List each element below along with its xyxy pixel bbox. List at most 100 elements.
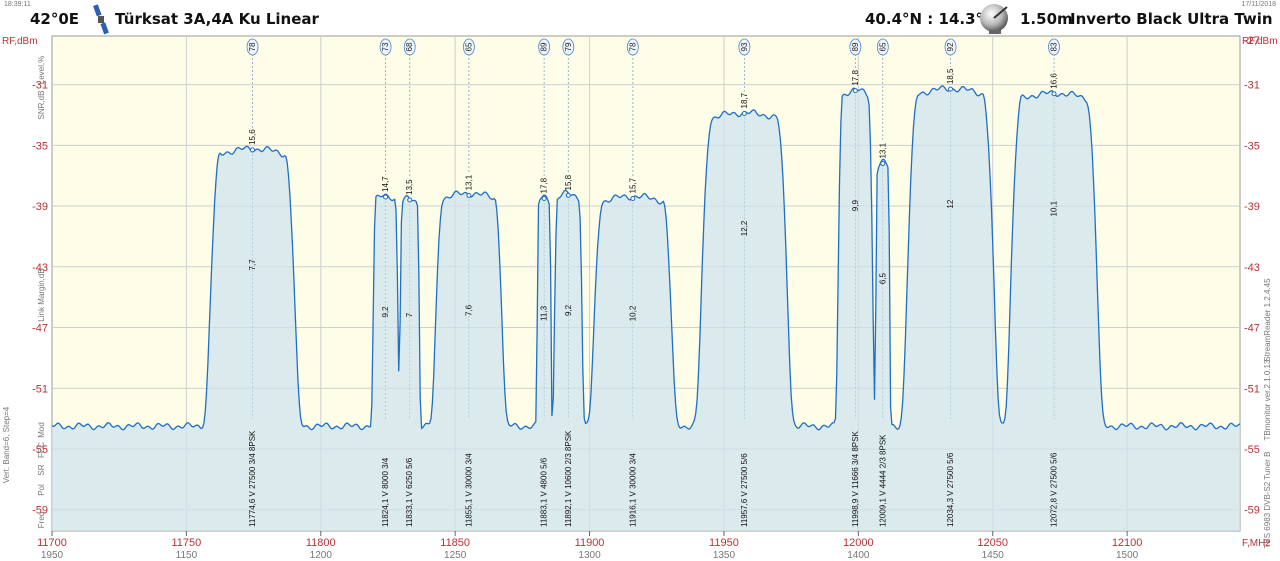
transponder-info: 11957,6 V 27500 5/6 — [740, 453, 749, 527]
snr-value: 13,5 — [405, 179, 414, 195]
transponder-info: 11916,1 V 30000 3/4 — [628, 453, 637, 527]
level-value: 68 — [405, 42, 414, 51]
level-value: 78 — [248, 42, 257, 51]
peak-marker — [852, 88, 858, 94]
lnb-model: Inverto Black Ultra Twin — [1070, 10, 1273, 28]
y-tick-label: -31 — [32, 80, 48, 92]
left-axis-label: Vert. Band=6, Step=4 — [2, 406, 11, 483]
peak-marker — [630, 195, 636, 201]
snr-value: 18,5 — [946, 68, 955, 84]
level-badge — [1048, 38, 1060, 56]
peak-marker — [250, 147, 256, 153]
y-tick-label-right: -47 — [1244, 323, 1260, 335]
level-badge — [876, 38, 889, 56]
level-value: 89 — [851, 42, 860, 51]
left-axis-label: SR — [37, 464, 46, 475]
snr-value: 17,8 — [540, 177, 549, 193]
right-axis-label: TBS 6983 DVB-S2 Tuner B — [1263, 452, 1272, 549]
if-tick-label: 1350 — [713, 550, 736, 561]
x-tick-label: 12100 — [1112, 537, 1143, 549]
peak-marker — [1051, 91, 1057, 97]
margin-value: 12,2 — [740, 220, 749, 236]
level-value: 65 — [878, 42, 887, 51]
left-axis-label: Mod — [37, 422, 46, 438]
spectrum-fill — [52, 85, 1240, 532]
level-badge — [246, 38, 259, 56]
snr-value: 15,7 — [628, 177, 637, 193]
peak-marker — [948, 86, 954, 92]
if-tick-label: 1400 — [847, 550, 870, 561]
header-bar: 18:39:11 17/11/2018 42°0E Türksat 3A,4A … — [0, 0, 1280, 36]
if-tick-label: 1300 — [578, 550, 601, 561]
x-tick-label: 11900 — [575, 537, 605, 549]
snr-value: 16,6 — [1050, 73, 1059, 89]
left-axis-label: FEC — [37, 442, 46, 458]
level-value: 93 — [740, 42, 749, 51]
x-tick-label: 11700 — [37, 537, 67, 549]
snr-value: 18,7 — [740, 92, 749, 108]
y-tick-label: -39 — [32, 201, 48, 213]
level-badge — [538, 38, 551, 56]
y-tick-label-right: -43 — [1244, 262, 1260, 274]
x-tick-label: 11750 — [171, 537, 201, 549]
y-tick-label: -55 — [32, 444, 48, 456]
snr-value: 17,8 — [851, 70, 860, 86]
site-location: 40.4°N : 14.3°E — [865, 10, 994, 28]
x-tick-label: 12000 — [843, 537, 874, 549]
level-value: 83 — [1050, 42, 1059, 51]
peak-marker — [565, 192, 571, 198]
if-tick-label: 1500 — [1116, 550, 1139, 561]
level-badge — [379, 38, 392, 56]
x-axis-label: F,MHz — [1242, 538, 1270, 549]
dish-size: 1.50m — [1020, 10, 1073, 28]
left-axis-label: Link Margin,dB — [37, 268, 46, 321]
if-tick-label: 1950 — [41, 550, 64, 561]
level-badge — [738, 38, 751, 56]
y-tick-label-right: -51 — [1244, 383, 1260, 395]
orbital-position: 42°0E — [30, 10, 80, 28]
satellite-icon — [92, 3, 110, 36]
level-value: 89 — [540, 42, 549, 51]
margin-value: 7,7 — [248, 259, 257, 271]
peak-marker — [880, 161, 886, 167]
peak-marker — [466, 192, 472, 198]
transponder-info: 11883,1 V 4800 5/6 — [540, 457, 549, 527]
y-tick-label: -59 — [32, 505, 48, 517]
left-axis-label: SNR,dB — [37, 91, 46, 120]
level-value: 65 — [464, 42, 473, 51]
y-axis-label: RF,dBm — [2, 36, 38, 47]
y-tick-label-right: -39 — [1244, 201, 1260, 213]
if-tick-label: 1200 — [310, 550, 333, 561]
snr-value: 13,1 — [878, 142, 887, 158]
level-badge — [849, 38, 862, 56]
margin-value: 10,2 — [628, 305, 637, 321]
satellite-name: Türksat 3A,4A Ku Linear — [115, 10, 319, 28]
transponder-info: 11824,1 V 8000 3/4 — [381, 457, 390, 527]
level-value: 73 — [381, 42, 390, 51]
level-badge — [403, 38, 416, 56]
margin-value: 6,5 — [878, 272, 887, 284]
snr-value: 15,8 — [564, 174, 573, 190]
level-badge — [626, 38, 639, 56]
level-value: 79 — [564, 42, 573, 51]
margin-value: 9,2 — [564, 304, 573, 316]
snr-value: 13,1 — [464, 174, 473, 190]
left-axis-label: Level,% — [37, 56, 46, 84]
peak-marker — [541, 195, 547, 201]
right-axis-label: StreamReader 1.2.4.45 — [1263, 278, 1272, 362]
level-badge — [562, 38, 575, 56]
y-axis-label-right: RF,dBm — [1242, 36, 1278, 47]
right-axis-label: TBmonitor ver.2.1.0.13 — [1263, 359, 1272, 440]
spectrum-trace — [51, 85, 1241, 431]
capture-date: 17/11/2018 — [1241, 1, 1276, 8]
margin-value: 7,6 — [464, 304, 473, 316]
snr-value: 15,6 — [248, 129, 257, 145]
peak-marker — [383, 194, 389, 200]
dish-icon — [977, 3, 1013, 35]
left-axis-label: Freq — [37, 512, 46, 528]
level-badge — [944, 38, 957, 56]
transponder-info: 11774,6 V 27500 3/4 8PSK — [248, 430, 257, 527]
transponder-info: 12034,3 V 27500 5/6 — [946, 452, 955, 527]
y-tick-label: -35 — [32, 140, 48, 152]
